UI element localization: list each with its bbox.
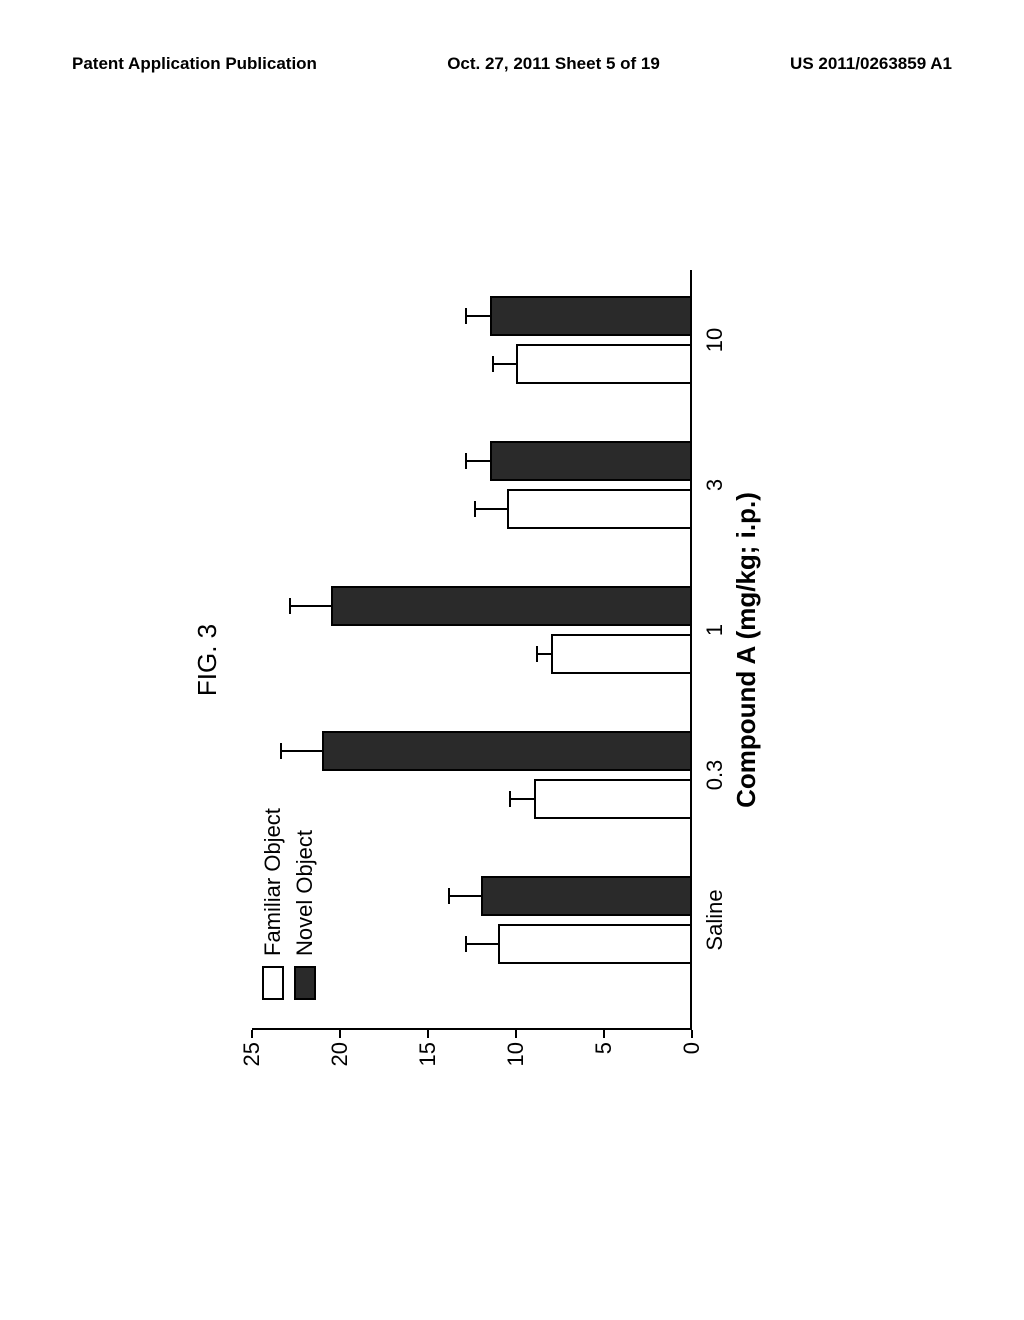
error-bar (465, 460, 491, 462)
y-tick (251, 1030, 253, 1038)
chart-area: Compound A (mg/kg; i.p.) 0510152025Salin… (252, 270, 692, 1030)
y-tick-label: 25 (239, 1042, 265, 1080)
page-header: Patent Application Publication Oct. 27, … (0, 54, 1024, 74)
figure-container: FIG. 3 Familiar Object Novel Object Comp… (192, 210, 832, 1110)
y-tick (691, 1030, 693, 1038)
error-bar (474, 508, 509, 510)
bar-group: 3 (490, 441, 692, 529)
y-tick-label: 20 (327, 1042, 353, 1080)
error-cap (474, 501, 476, 517)
bar-group: 10 (490, 296, 692, 384)
error-bar (448, 895, 483, 897)
y-tick-label: 0 (679, 1042, 705, 1080)
error-cap (448, 888, 450, 904)
bar-familiar (498, 924, 692, 964)
group-label: 0.3 (702, 760, 728, 791)
group-label: 1 (702, 624, 728, 636)
y-tick (339, 1030, 341, 1038)
y-tick-label: 15 (415, 1042, 441, 1080)
error-bar (289, 605, 333, 607)
header-right: US 2011/0263859 A1 (790, 54, 952, 74)
error-cap (536, 646, 538, 662)
error-cap (492, 356, 494, 372)
y-tick-label: 5 (591, 1042, 617, 1080)
error-bar (492, 363, 518, 365)
group-label: Saline (702, 889, 728, 950)
error-cap (509, 791, 511, 807)
y-tick (427, 1030, 429, 1038)
bar-familiar (507, 489, 692, 529)
figure-title: FIG. 3 (192, 624, 223, 696)
error-bar (465, 315, 491, 317)
error-cap (280, 743, 282, 759)
bar-group: 1 (331, 586, 692, 674)
y-tick-label: 10 (503, 1042, 529, 1080)
error-bar (509, 798, 535, 800)
error-cap (465, 453, 467, 469)
bar-novel (490, 441, 692, 481)
error-cap (465, 936, 467, 952)
header-left: Patent Application Publication (72, 54, 317, 74)
error-bar (465, 943, 500, 945)
bar-group: Saline (481, 876, 692, 964)
group-label: 3 (702, 479, 728, 491)
bar-novel (481, 876, 692, 916)
bar-group: 0.3 (322, 731, 692, 819)
x-axis-label: Compound A (mg/kg; i.p.) (731, 492, 762, 808)
bar-novel (490, 296, 692, 336)
error-cap (465, 308, 467, 324)
error-bar (536, 653, 554, 655)
header-center: Oct. 27, 2011 Sheet 5 of 19 (447, 54, 660, 74)
group-label: 10 (702, 328, 728, 352)
error-cap (289, 598, 291, 614)
bar-familiar (534, 779, 692, 819)
y-tick (515, 1030, 517, 1038)
bar-familiar (551, 634, 692, 674)
y-tick (603, 1030, 605, 1038)
y-axis (252, 1028, 692, 1030)
bar-novel (322, 731, 692, 771)
bar-familiar (516, 344, 692, 384)
bar-novel (331, 586, 692, 626)
error-bar (280, 750, 324, 752)
